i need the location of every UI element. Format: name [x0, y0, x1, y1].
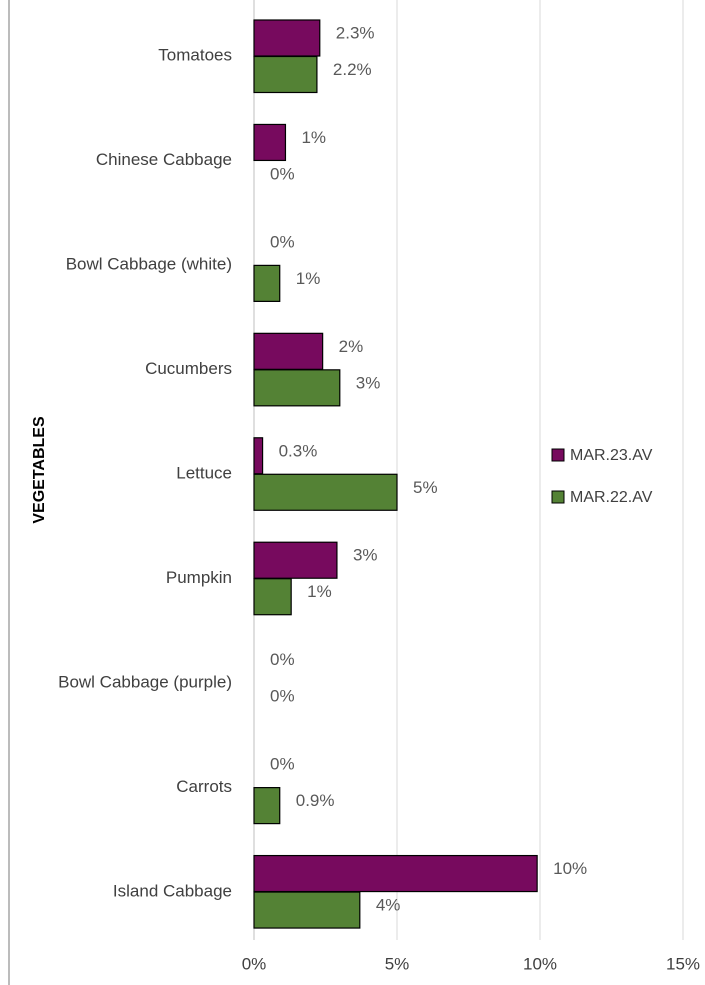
legend-label: MAR.22.AV — [570, 489, 653, 506]
bar — [253, 541, 338, 579]
y-axis-title: VEGETABLES — [31, 416, 48, 524]
value-label: 3% — [353, 546, 378, 565]
value-label: 1% — [307, 582, 332, 601]
x-tick-label: 10% — [523, 954, 557, 973]
legend-label: MAR.23.AV — [570, 447, 653, 464]
value-label: 0.9% — [296, 791, 335, 810]
value-label: 3% — [356, 373, 381, 392]
x-tick-label: 0% — [242, 954, 267, 973]
bar — [253, 787, 281, 825]
y-tick-label: Island Cabbage — [113, 881, 232, 900]
y-tick-label: Cucumbers — [145, 359, 232, 378]
legend-swatch — [551, 490, 565, 504]
value-label: 10% — [553, 859, 587, 878]
value-label: 0% — [270, 232, 295, 251]
bar — [253, 437, 264, 475]
value-label: 2.2% — [333, 60, 372, 79]
value-label: 2.3% — [336, 23, 375, 42]
bar — [253, 123, 287, 162]
bar — [253, 264, 281, 302]
y-tick-label: Pumpkin — [166, 568, 232, 587]
bar — [253, 473, 398, 511]
legend-swatch — [551, 448, 565, 462]
y-tick-label: Bowl Cabbage (purple) — [58, 672, 232, 691]
value-label: 0% — [270, 650, 295, 669]
y-tick-label: Chinese Cabbage — [96, 150, 232, 169]
x-tick-label: 15% — [666, 954, 700, 973]
x-tick-label: 5% — [385, 954, 410, 973]
bar — [253, 369, 341, 407]
value-label: 5% — [413, 478, 438, 497]
bar — [253, 332, 324, 370]
bar — [253, 19, 321, 57]
bar — [253, 578, 292, 616]
y-tick-label: Lettuce — [176, 463, 232, 482]
value-label: 1% — [301, 128, 326, 147]
value-label: 2% — [339, 337, 364, 356]
value-label: 0% — [270, 755, 295, 774]
value-label: 0% — [270, 687, 295, 706]
value-label: 4% — [376, 896, 401, 915]
bar — [253, 55, 318, 94]
y-tick-label: Bowl Cabbage (white) — [66, 255, 232, 274]
bar — [253, 891, 361, 929]
value-label: 0.3% — [279, 441, 318, 460]
y-tick-label: Carrots — [176, 777, 232, 796]
bar — [253, 854, 538, 893]
value-label: 1% — [296, 269, 321, 288]
value-label: 0% — [270, 164, 295, 183]
y-tick-label: Tomatoes — [158, 46, 232, 65]
